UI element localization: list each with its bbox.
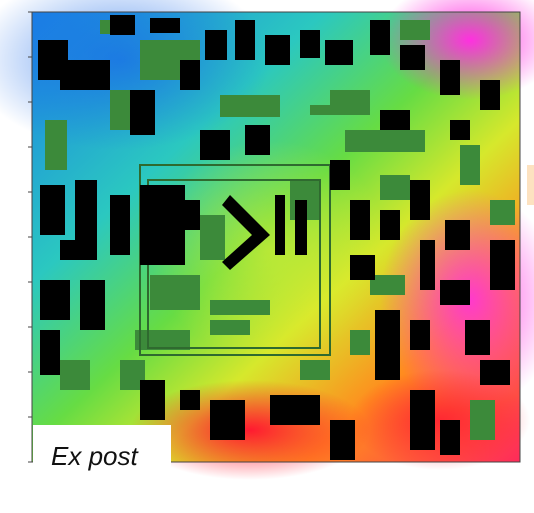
page: Ex post	[0, 0, 534, 513]
panel-label: Ex post	[33, 425, 171, 487]
edge-fragment	[527, 165, 534, 205]
